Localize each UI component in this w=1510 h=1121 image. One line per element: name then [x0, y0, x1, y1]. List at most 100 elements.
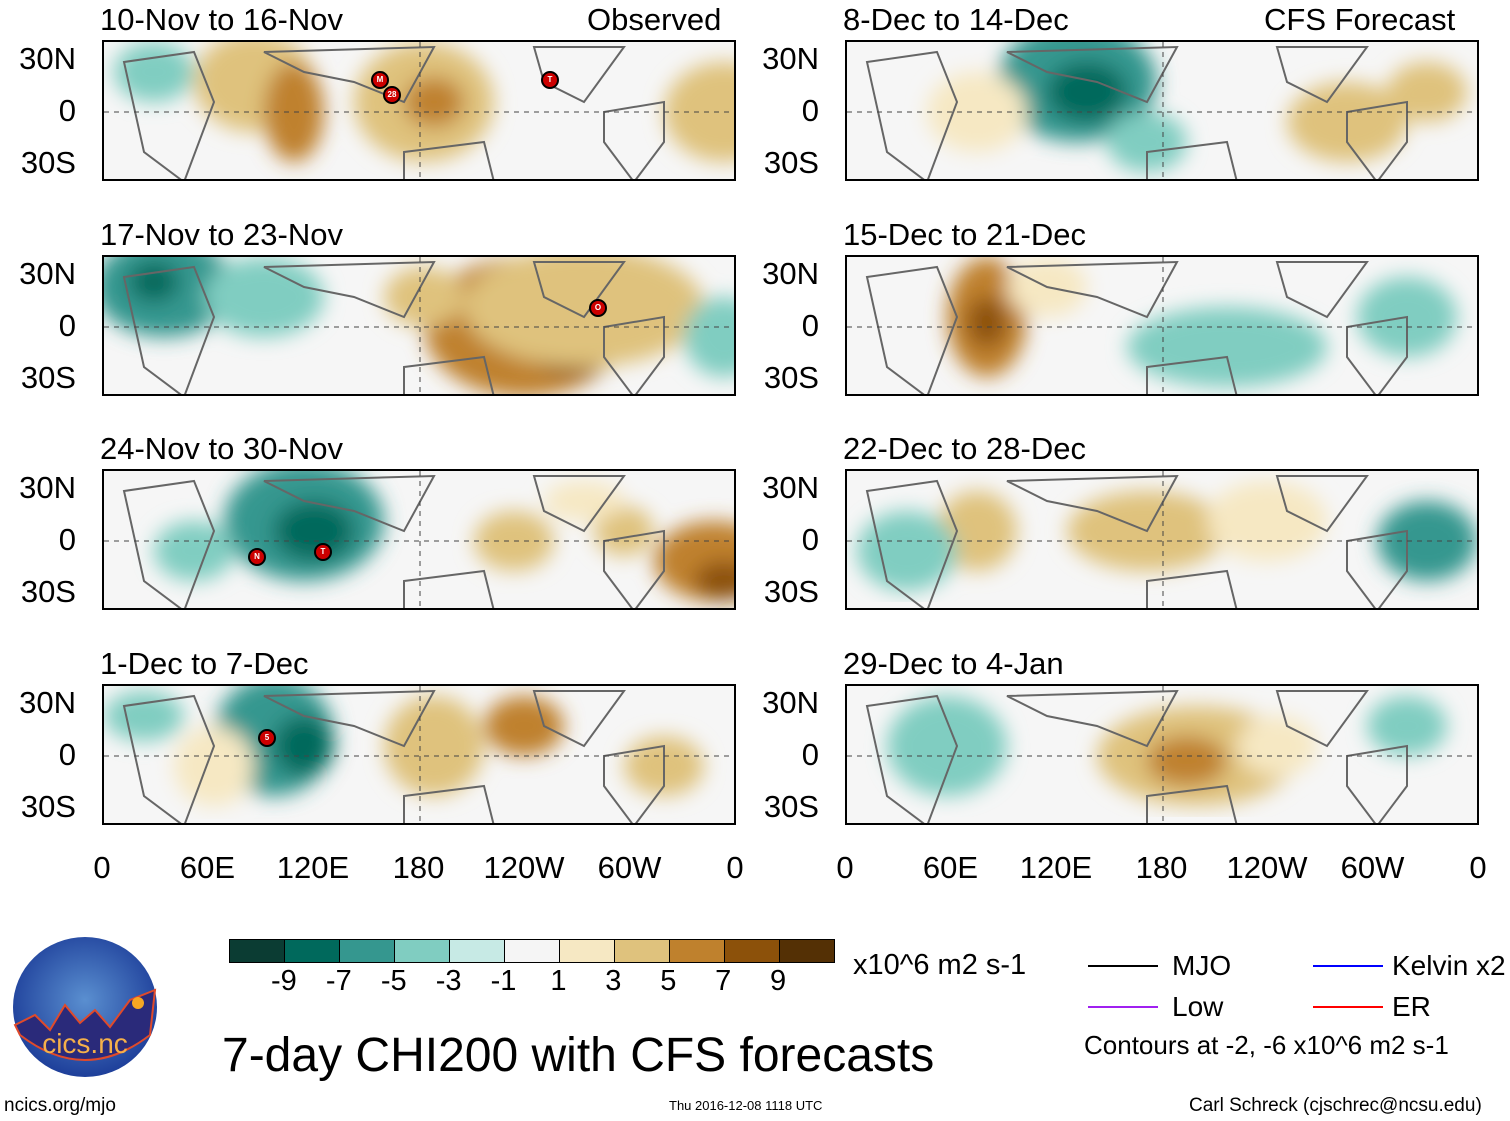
kelvin-legend-line [1313, 965, 1383, 967]
map-panel: 5 [102, 684, 736, 825]
coastline [865, 689, 1408, 823]
colorbar-swatch [395, 940, 450, 962]
colorbar [229, 939, 835, 963]
latitude-label: 0 [58, 737, 76, 772]
colorbar-swatch [505, 940, 560, 962]
latitude-label: 30S [20, 360, 76, 395]
anomaly-region [1367, 696, 1447, 756]
observed-label: Observed [587, 2, 722, 37]
latitude-label: 30N [762, 470, 819, 505]
latitude-label: 30N [19, 41, 76, 76]
coastline [865, 474, 1408, 608]
tropical-cyclone-marker: O [589, 299, 607, 317]
latitude-label: 30S [763, 789, 819, 824]
coastline [865, 260, 1408, 394]
tropical-cyclone-marker: T [541, 71, 559, 89]
anomaly-region [1047, 62, 1127, 122]
colorbar-tick-label: 1 [550, 965, 567, 997]
coastline [122, 474, 665, 608]
latitude-label: 0 [801, 522, 819, 557]
anomaly-region [274, 716, 334, 776]
anomaly-region [1387, 62, 1467, 122]
footer-timestamp: Thu 2016-12-08 1118 UTC [669, 1098, 823, 1113]
latitude-label: 0 [58, 522, 76, 557]
tropical-cyclone-marker: 28 [383, 86, 401, 104]
low-legend-line [1088, 1006, 1158, 1008]
latitude-label: 30N [762, 41, 819, 76]
map-panel: M 28 T [102, 40, 736, 181]
colorbar-tick-label: 5 [660, 965, 677, 997]
latitude-label: 0 [58, 93, 76, 128]
colorbar-swatch [450, 940, 505, 962]
footer-url[interactable]: ncics.org/mjo [4, 1095, 116, 1116]
footer-author: Carl Schreck (cjschrec@ncsu.edu) [1189, 1095, 1482, 1116]
longitude-label: 60W [597, 850, 662, 885]
map-panel [845, 469, 1479, 610]
latitude-label: 30S [763, 360, 819, 395]
logo-text: cics.nc [42, 1028, 128, 1059]
cics-logo: cics.nc [13, 937, 157, 1077]
legend-kelvin: Kelvin x2 [1392, 950, 1506, 981]
anomaly-region [1147, 736, 1227, 786]
panel-title: 8-Dec to 14-Dec [843, 2, 1069, 37]
map-panel [845, 40, 1479, 181]
latitude-label: 30N [19, 470, 76, 505]
cfs-forecast-label: CFS Forecast [1264, 2, 1456, 37]
longitude-label: 120E [276, 850, 350, 885]
coastline [865, 45, 1408, 179]
longitude-label: 120E [1019, 850, 1093, 885]
anomaly-region [384, 696, 484, 796]
anomaly-region [129, 262, 179, 302]
legend-er: ER [1392, 991, 1431, 1022]
longitude-label: 180 [392, 850, 445, 885]
anomaly-region [887, 696, 1007, 796]
colorbar-swatch [560, 940, 615, 962]
figure-title: 7-day CHI200 with CFS forecasts [222, 1029, 935, 1082]
panel-title: 22-Dec to 28-Dec [843, 431, 1086, 466]
colorbar-swatch [285, 940, 340, 962]
longitude-label: 0 [726, 850, 744, 885]
map-panel [845, 684, 1479, 825]
longitude-label: 60E [922, 850, 979, 885]
anomaly-region [967, 297, 1007, 347]
anomaly-region [694, 561, 734, 601]
colorbar-tick-label: -1 [490, 965, 517, 997]
colorbar-tick-label: -5 [380, 965, 407, 997]
colorbar-tick-label: 9 [770, 965, 787, 997]
map-panel: O [102, 255, 736, 396]
anomaly-region [1107, 112, 1187, 172]
longitude-label: 0 [1469, 850, 1487, 885]
latitude-label: 30N [19, 256, 76, 291]
anomaly-region [544, 481, 624, 521]
colorbar-swatch [230, 940, 285, 962]
colorbar-swatch [340, 940, 395, 962]
longitude-label: 120W [483, 850, 565, 885]
anomaly-region [684, 297, 734, 377]
colorbar-swatch [725, 940, 780, 962]
tropical-cyclone-marker: T [314, 543, 332, 561]
latitude-label: 0 [58, 308, 76, 343]
longitude-label: 120W [1226, 850, 1308, 885]
anomaly-region [154, 521, 234, 581]
er-legend-line [1313, 1006, 1383, 1008]
latitude-label: 0 [801, 93, 819, 128]
legend-mjo: MJO [1172, 950, 1232, 981]
anomaly-region [174, 726, 254, 806]
contours-note: Contours at -2, -6 x10^6 m2 s-1 [1084, 1030, 1449, 1060]
panel-title: 10-Nov to 16-Nov [100, 2, 343, 37]
latitude-label: 30S [763, 145, 819, 180]
colorbar-swatch [670, 940, 725, 962]
colorbar-tick-label: -7 [325, 965, 352, 997]
latitude-label: 30N [762, 256, 819, 291]
anomaly-region [1237, 716, 1317, 776]
latitude-label: 30S [20, 145, 76, 180]
longitude-label: 0 [93, 850, 111, 885]
anomaly-region [1127, 307, 1327, 387]
latitude-label: 0 [801, 308, 819, 343]
mjo-legend-line [1088, 965, 1158, 967]
longitude-label: 60E [179, 850, 236, 885]
longitude-label: 60W [1340, 850, 1405, 885]
tropical-cyclone-marker: M [371, 71, 389, 89]
anomaly-region [464, 257, 704, 367]
